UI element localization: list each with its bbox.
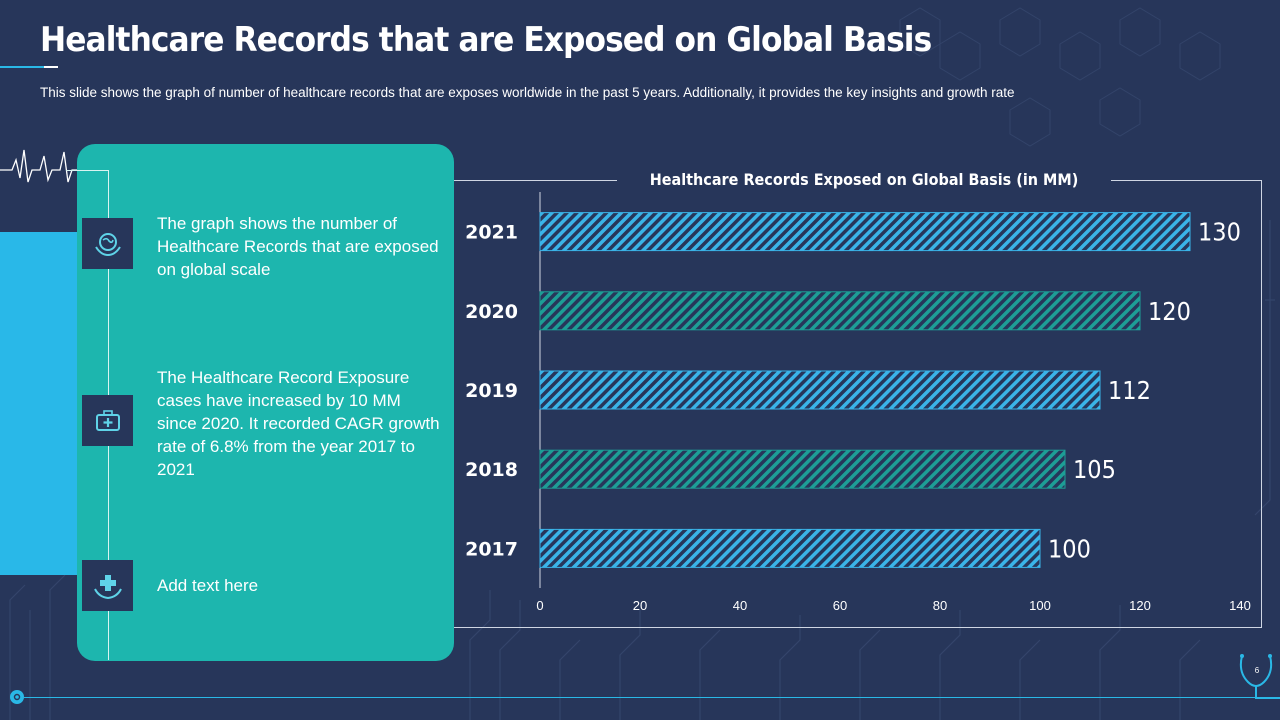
hands-cross-icon	[82, 560, 133, 611]
category-label-2021: 2021	[465, 222, 518, 244]
title-underline	[0, 66, 56, 68]
category-label-2019: 2019	[465, 380, 518, 402]
title-underline-accent	[44, 66, 58, 68]
heartbeat-icon	[0, 149, 80, 183]
stethoscope-icon	[1239, 654, 1280, 699]
cyan-accent-block	[0, 232, 78, 575]
panel-connector-line	[66, 170, 109, 171]
page-title: Healthcare Records that are Exposed on G…	[40, 20, 932, 60]
chart-title: Healthcare Records Exposed on Global Bas…	[649, 170, 1079, 189]
category-label-2017: 2017	[465, 538, 518, 560]
bar-2017	[539, 528, 1041, 568]
x-tick-label-80: 80	[933, 598, 947, 613]
x-tick-label-0: 0	[536, 598, 543, 613]
value-label-2018: 105	[1073, 455, 1116, 484]
bar-2020	[539, 291, 1141, 331]
footer-line	[24, 697, 1280, 698]
chart-title-background	[617, 168, 1111, 192]
insight-text-1: The graph shows the number of Healthcare…	[157, 214, 439, 279]
x-tick-label-40: 40	[733, 598, 747, 613]
bar-2019	[539, 370, 1101, 410]
bar-2018	[539, 449, 1066, 489]
insight-text-3: Add text here	[157, 576, 259, 595]
page-number: 6	[1254, 666, 1260, 675]
value-label-2019: 112	[1108, 376, 1151, 405]
medical-kit-icon	[82, 395, 133, 446]
page-subtitle: This slide shows the graph of number of …	[40, 85, 1015, 100]
value-label-2020: 120	[1148, 297, 1191, 326]
footer-target-icon	[10, 690, 24, 704]
globe-hands-icon	[82, 218, 133, 269]
x-tick-label-120: 120	[1129, 598, 1151, 613]
value-label-2017: 100	[1048, 534, 1091, 563]
category-label-2020: 2020	[465, 301, 518, 323]
x-tick-label-60: 60	[833, 598, 847, 613]
insight-text-2: The Healthcare Record Exposure cases hav…	[157, 368, 440, 479]
category-label-2018: 2018	[465, 459, 518, 481]
x-tick-label-140: 140	[1229, 598, 1251, 613]
value-label-2021: 130	[1198, 218, 1241, 247]
x-tick-label-100: 100	[1029, 598, 1051, 613]
insights-panel	[77, 144, 454, 661]
bar-2021	[539, 212, 1191, 252]
x-tick-label-20: 20	[633, 598, 647, 613]
